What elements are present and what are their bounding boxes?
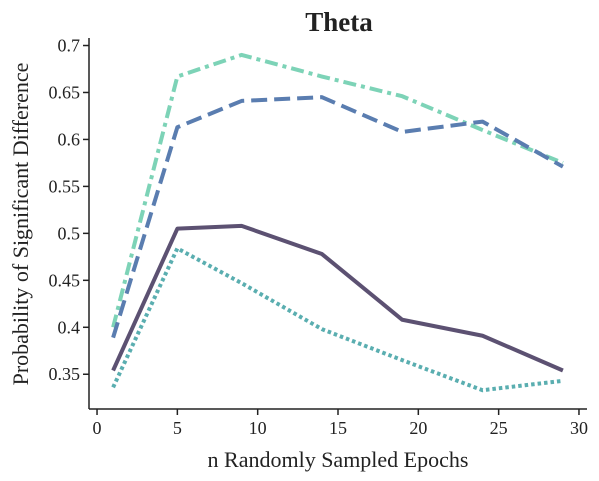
x-tick-label: 10 (249, 418, 267, 438)
y-tick-label: 0.35 (49, 364, 81, 384)
series-line-4 (111, 246, 564, 393)
x-tick-label: 5 (173, 418, 182, 438)
x-tick-label: 0 (93, 418, 102, 438)
y-tick-label: 0.4 (58, 317, 81, 337)
x-axis-label: n Randomly Sampled Epochs (208, 447, 469, 472)
y-tick-label: 0.6 (58, 129, 81, 149)
x-tick-label: 30 (570, 418, 588, 438)
series-line-2 (111, 95, 564, 339)
y-tick-label: 0.55 (49, 176, 81, 196)
chart-title: Theta (305, 7, 373, 37)
x-tick-label: 15 (329, 418, 347, 438)
x-tick-label: 20 (409, 418, 427, 438)
y-tick-label: 0.5 (58, 223, 81, 243)
series-line-1 (111, 52, 564, 328)
series-line-3 (111, 223, 564, 373)
y-axis-label: Probability of Significant Difference (8, 63, 33, 386)
y-tick-label: 0.45 (49, 270, 81, 290)
y-tick-label: 0.7 (58, 36, 81, 56)
x-tick-label: 25 (490, 418, 508, 438)
y-tick-label: 0.65 (49, 82, 81, 102)
